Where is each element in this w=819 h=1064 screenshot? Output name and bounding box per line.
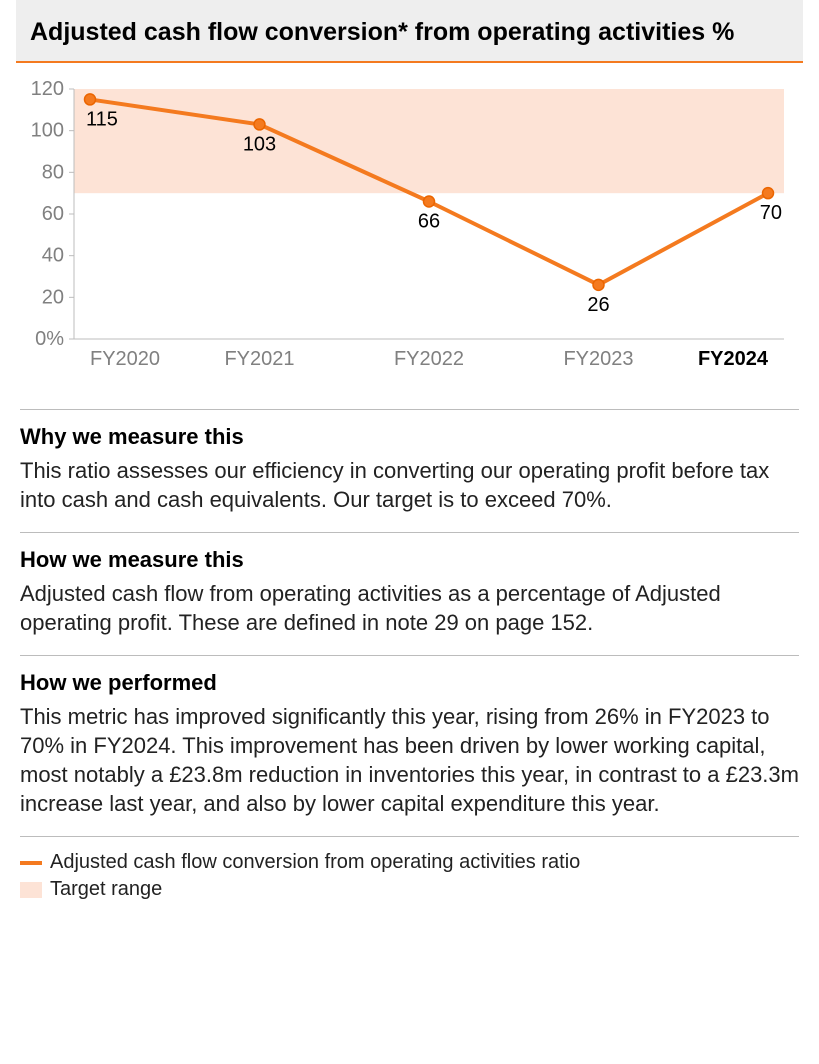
chart-title-bar: Adjusted cash flow conversion* from oper… <box>16 0 803 61</box>
divider <box>20 409 799 410</box>
line-chart: 0% 20 40 60 80 100 120 FY2020 FY2021 FY2022 FY2023… <box>20 71 799 391</box>
title-underline <box>16 61 803 63</box>
svg-text:20: 20 <box>42 286 64 308</box>
section-how-performed: How we performed This metric has improve… <box>20 670 799 818</box>
svg-text:FY2022: FY2022 <box>394 348 464 370</box>
chart-svg: 0% 20 40 60 80 100 120 FY2020 FY2021 FY2022 FY2023… <box>20 71 799 391</box>
svg-text:40: 40 <box>42 245 64 267</box>
svg-text:FY2024: FY2024 <box>698 348 769 370</box>
legend-band-swatch <box>20 882 42 898</box>
legend: Adjusted cash flow conversion from opera… <box>20 851 799 901</box>
legend-band-label: Target range <box>50 878 162 901</box>
svg-text:100: 100 <box>31 120 64 142</box>
section-body: This ratio assesses our efficiency in co… <box>20 456 799 514</box>
svg-text:80: 80 <box>42 161 64 183</box>
divider <box>20 655 799 656</box>
section-body: This metric has improved significantly t… <box>20 702 799 818</box>
section-heading: How we measure this <box>20 547 799 573</box>
svg-text:120: 120 <box>31 78 64 100</box>
section-heading: How we performed <box>20 670 799 696</box>
svg-text:FY2021: FY2021 <box>224 348 294 370</box>
svg-text:FY2023: FY2023 <box>563 348 633 370</box>
svg-text:70: 70 <box>760 202 782 224</box>
divider <box>20 532 799 533</box>
chart-title: Adjusted cash flow conversion* from oper… <box>30 18 789 47</box>
svg-text:FY2020: FY2020 <box>90 348 160 370</box>
section-why: Why we measure this This ratio assesses … <box>20 424 799 514</box>
svg-text:26: 26 <box>587 294 609 316</box>
divider <box>20 836 799 837</box>
section-body: Adjusted cash flow from operating activi… <box>20 579 799 637</box>
legend-line-label: Adjusted cash flow conversion from opera… <box>50 851 580 874</box>
section-heading: Why we measure this <box>20 424 799 450</box>
svg-text:60: 60 <box>42 203 64 225</box>
page: Adjusted cash flow conversion* from oper… <box>0 0 819 925</box>
legend-item-band: Target range <box>20 878 799 901</box>
svg-text:115: 115 <box>86 108 118 130</box>
svg-text:66: 66 <box>418 211 440 233</box>
legend-item-line: Adjusted cash flow conversion from opera… <box>20 851 799 874</box>
section-how-measure: How we measure this Adjusted cash flow f… <box>20 547 799 637</box>
svg-text:0%: 0% <box>35 328 64 350</box>
svg-text:103: 103 <box>243 133 276 155</box>
legend-line-swatch <box>20 861 42 865</box>
